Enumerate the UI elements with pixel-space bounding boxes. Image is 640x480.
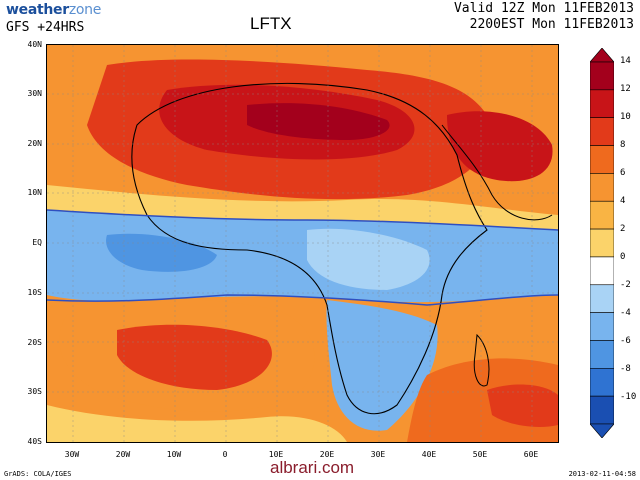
field-congo-light [307,228,430,290]
lat-label: 40S [27,437,42,446]
field-indian-ocean-hot [487,384,558,427]
lat-label: 10S [27,288,42,297]
footer-timestamp: 2013-02-11-04:58 [568,470,636,478]
africa-coastline [131,82,488,415]
field-southern-africa-cool [326,300,438,431]
madagascar-outline [473,333,490,387]
colorbar-label: 14 [620,56,631,66]
map-graticule [47,45,558,442]
model-run-label: GFS +24HRS [6,20,85,35]
field-tropics-band [47,185,558,230]
colorbar-label: 0 [620,252,626,262]
colorbar [589,47,615,439]
colorbar-segment [589,228,615,258]
colorbar-svg [589,47,615,439]
colorbar-segment [589,173,615,202]
colorbar-label: -6 [620,336,631,346]
lat-label: 30S [27,387,42,396]
lon-label: 10E [268,450,284,459]
colorbar-segment [589,312,615,341]
colorbar-label: 4 [620,196,626,206]
colorbar-segment [589,284,615,313]
colorbar-top-arrow [589,47,615,63]
lon-label: 50E [472,450,488,459]
logo-text-zone: zone [68,2,102,18]
logo-text-weather: weather [6,2,69,18]
map-title: LFTX [250,14,292,33]
red-sea-coastline [441,124,553,221]
colorbar-label: -8 [620,364,631,374]
lat-label: 20S [27,338,42,347]
field-south-atlantic-hot [117,324,272,390]
lon-label: 0 [222,450,228,459]
colorbar-segment [589,200,615,230]
colorbar-segment [589,117,615,146]
colorbar-label: 8 [620,140,626,150]
zero-contour-south [47,294,558,306]
map-field-svg [47,45,558,442]
valid-time-utc: Valid 12Z Mon 11FEB2013 [453,1,634,16]
lon-label: 10W [166,450,182,459]
colorbar-label: 6 [620,168,626,178]
watermark: albrari.com [270,458,355,477]
lat-label: 20N [27,139,42,148]
colorbar-segment [589,368,615,397]
colorbar-bottom-arrow [589,423,615,439]
lat-label: 10N [27,188,42,197]
colorbar-segment [589,395,615,425]
footer-credit: GrADS: COLA/IGES [4,470,72,478]
colorbar-label: 2 [620,224,626,234]
zero-contour-north [47,209,558,231]
lat-label: 40N [27,40,42,49]
valid-time-local: 2200EST Mon 11FEB2013 [469,17,634,32]
field-sahara-core [247,103,390,140]
colorbar-segment [589,340,615,369]
lat-label: EQ [32,238,42,247]
colorbar-segment [589,61,615,91]
field-southern-band [47,405,347,442]
colorbar-segment [589,89,615,118]
colorbar-label: -4 [620,308,631,318]
field-arabia-hot [447,111,553,182]
colorbar-segment [589,145,615,174]
lon-label: 30E [370,450,386,459]
lon-label: 30W [64,450,80,459]
lon-label: 60E [523,450,539,459]
colorbar-label: -2 [620,280,631,290]
lon-label: 20W [115,450,131,459]
colorbar-label: 12 [620,84,631,94]
lifted-index-map [46,44,559,443]
colorbar-label: 10 [620,112,631,122]
lat-label: 30N [27,89,42,98]
field-equatorial-cool [47,210,558,303]
lon-label: 20E [319,450,335,459]
weatherzone-logo: weatherzone [6,2,101,18]
colorbar-label: -10 [620,392,637,402]
lon-label: 40E [421,450,437,459]
colorbar-segment [589,256,615,286]
